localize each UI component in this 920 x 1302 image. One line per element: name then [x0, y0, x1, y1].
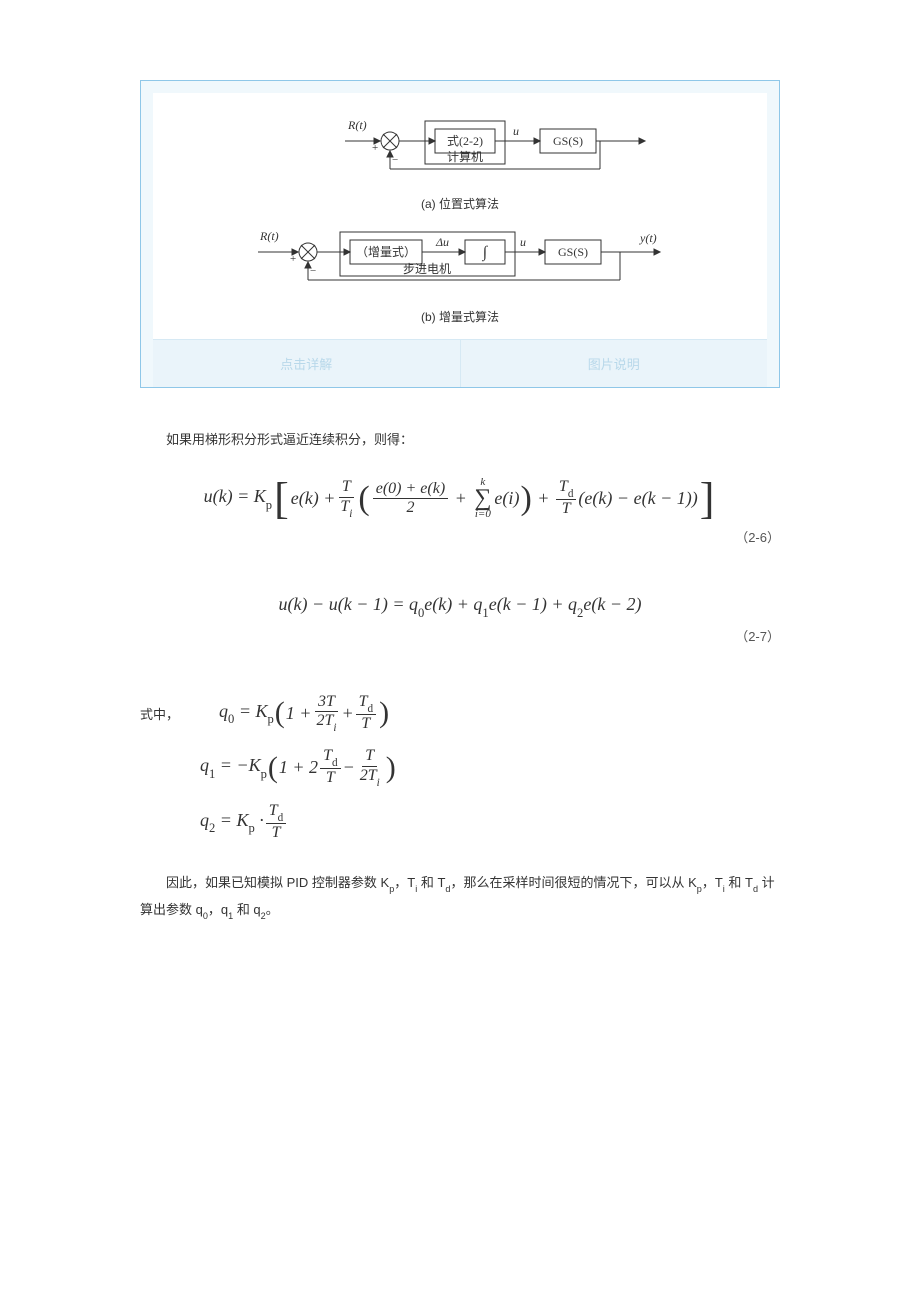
eq-number-27: （2-7） [735, 626, 780, 645]
where-label: 式中， [140, 704, 179, 723]
block-gs-b: GS(S) [558, 245, 588, 259]
paragraph-intro: 如果用梯形积分形式逼近连续积分，则得： [140, 428, 780, 453]
label-rt-a: R(t) [347, 118, 367, 132]
paragraph-final: 因此，如果已知模拟 PID 控制器参数 Kp，Ti 和 Td，那么在采样时间很短… [140, 870, 780, 924]
figure-container: R(t) + − 式(2-2) [140, 80, 780, 388]
label-yt: y(t) [639, 231, 657, 245]
equation-q0-row: 式中， q0 = Kp ( 1 + 3T2Ti + TdT ) [140, 693, 780, 733]
label-du: Δu [435, 235, 449, 249]
block-inc: （增量式） [356, 245, 416, 259]
svg-text:+: + [372, 142, 378, 154]
eq-number-26: （2-6） [735, 527, 780, 546]
equation-2-7: u(k) − u(k − 1) = q0e(k) + q1e(k − 1) + … [140, 594, 780, 619]
tab-imgdesc[interactable]: 图片说明 [460, 339, 768, 387]
svg-text:+: + [290, 253, 296, 265]
block-eq22: 式(2-2) [447, 134, 483, 148]
caption-a: (a) 位置式算法 [421, 195, 499, 212]
label-rt-b: R(t) [259, 229, 279, 243]
figure-inner: R(t) + − 式(2-2) [153, 93, 767, 339]
label-computer: 计算机 [447, 149, 483, 164]
caption-b: (b) 增量式算法 [421, 308, 499, 325]
equation-q2: q2 = Kp · TdT [200, 802, 780, 842]
figure-tabs: 点击详解 图片说明 [153, 339, 767, 387]
equation-2-6: u(k) = Kp [ e(k) + TTi ( e(0) + e(k)2 + … [140, 477, 780, 521]
block-integral: ∫ [482, 244, 489, 262]
diagram-b: R(t) + − （增量式） Δu [220, 220, 700, 302]
label-u-b: u [520, 235, 526, 249]
label-u-a: u [513, 124, 519, 138]
equation-q1: q1 = −Kp ( 1 + 2 TdT − T2Ti ) [200, 747, 780, 787]
diagram-a: R(t) + − 式(2-2) [250, 111, 670, 189]
block-gs-a: GS(S) [553, 134, 583, 148]
tab-detail[interactable]: 点击详解 [153, 339, 460, 387]
label-stepper: 步进电机 [403, 262, 451, 276]
